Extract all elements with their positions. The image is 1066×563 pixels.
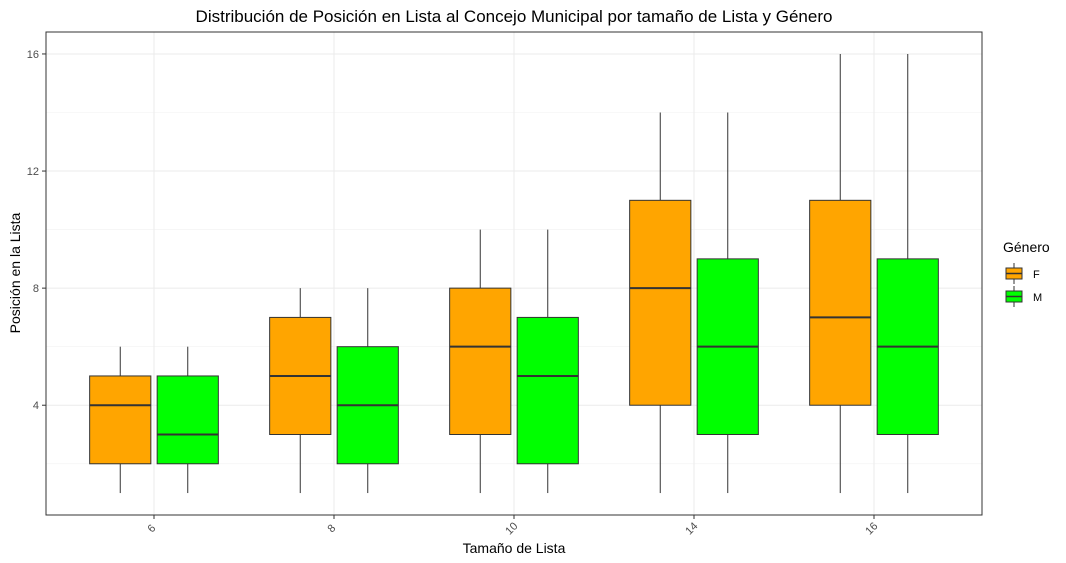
- y-tick-label: 16: [27, 49, 39, 61]
- y-axis: 4 8 12 16: [27, 49, 46, 412]
- x-tick-label: 16: [863, 520, 880, 537]
- box-M-10: [516, 229, 579, 494]
- legend-label: F: [1033, 269, 1040, 281]
- legend-title: Género: [1003, 239, 1050, 255]
- boxes-layer: [89, 53, 939, 494]
- box-F-6: [89, 346, 152, 494]
- chart-title: Distribución de Posición en Lista al Con…: [196, 7, 833, 26]
- x-tick-label: 14: [683, 520, 700, 537]
- x-tick-label: 10: [503, 520, 520, 537]
- box-M-8: [336, 288, 399, 494]
- x-tick-label: 8: [325, 522, 338, 535]
- x-tick-label: 6: [145, 522, 158, 535]
- box-iqr: [449, 287, 512, 435]
- x-axis: 6 8 10 14 16: [145, 515, 880, 537]
- box-iqr: [516, 316, 579, 465]
- box-F-16: [809, 53, 872, 494]
- legend-label: M: [1033, 292, 1042, 304]
- box-iqr: [156, 375, 219, 465]
- box-M-14: [696, 112, 759, 494]
- box-M-6: [156, 346, 219, 494]
- x-axis-title: Tamaño de Lista: [463, 540, 566, 556]
- y-axis-title: Posición en la Lista: [7, 212, 23, 333]
- box-F-8: [269, 288, 332, 494]
- y-tick-label: 4: [33, 400, 39, 412]
- box-iqr: [809, 199, 872, 406]
- y-tick-label: 8: [33, 283, 39, 295]
- grid-lines: [46, 32, 982, 515]
- legend-item-M: M: [1005, 286, 1042, 307]
- box-iqr: [89, 375, 152, 465]
- legend-item-F: F: [1005, 263, 1040, 284]
- box-F-10: [449, 229, 512, 494]
- box-F-14: [629, 112, 692, 494]
- box-iqr: [629, 199, 692, 406]
- box-M-16: [876, 53, 939, 494]
- legend: Género FM: [1003, 239, 1050, 307]
- y-tick-label: 12: [27, 166, 39, 178]
